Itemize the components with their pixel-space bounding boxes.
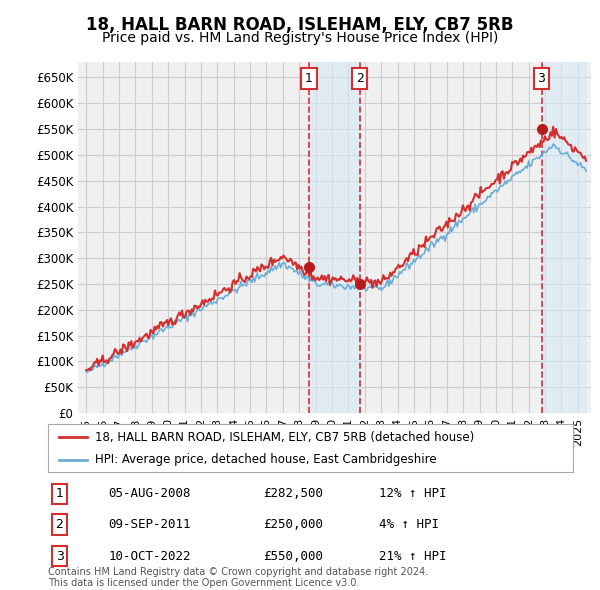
Text: 18, HALL BARN ROAD, ISLEHAM, ELY, CB7 5RB: 18, HALL BARN ROAD, ISLEHAM, ELY, CB7 5R…	[86, 16, 514, 34]
Text: 3: 3	[538, 72, 545, 85]
Text: 1: 1	[305, 72, 313, 85]
Bar	[542, 62, 586, 413]
Text: 2: 2	[356, 72, 364, 85]
Text: 3: 3	[56, 549, 64, 562]
Text: 21% ↑ HPI: 21% ↑ HPI	[379, 549, 446, 562]
Text: 4% ↑ HPI: 4% ↑ HPI	[379, 518, 439, 531]
Text: 12% ↑ HPI: 12% ↑ HPI	[379, 487, 446, 500]
Text: 18, HALL BARN ROAD, ISLEHAM, ELY, CB7 5RB (detached house): 18, HALL BARN ROAD, ISLEHAM, ELY, CB7 5R…	[95, 431, 475, 444]
Text: 09-SEP-2011: 09-SEP-2011	[109, 518, 191, 531]
Text: HPI: Average price, detached house, East Cambridgeshire: HPI: Average price, detached house, East…	[95, 453, 437, 467]
Text: 2: 2	[56, 518, 64, 531]
Bar	[309, 62, 360, 413]
Text: 05-AUG-2008: 05-AUG-2008	[109, 487, 191, 500]
Text: £250,000: £250,000	[263, 518, 323, 531]
Text: Price paid vs. HM Land Registry's House Price Index (HPI): Price paid vs. HM Land Registry's House …	[102, 31, 498, 45]
Text: 10-OCT-2022: 10-OCT-2022	[109, 549, 191, 562]
Text: 1: 1	[56, 487, 64, 500]
Text: Contains HM Land Registry data © Crown copyright and database right 2024.
This d: Contains HM Land Registry data © Crown c…	[48, 566, 428, 588]
Text: £550,000: £550,000	[263, 549, 323, 562]
Text: £282,500: £282,500	[263, 487, 323, 500]
